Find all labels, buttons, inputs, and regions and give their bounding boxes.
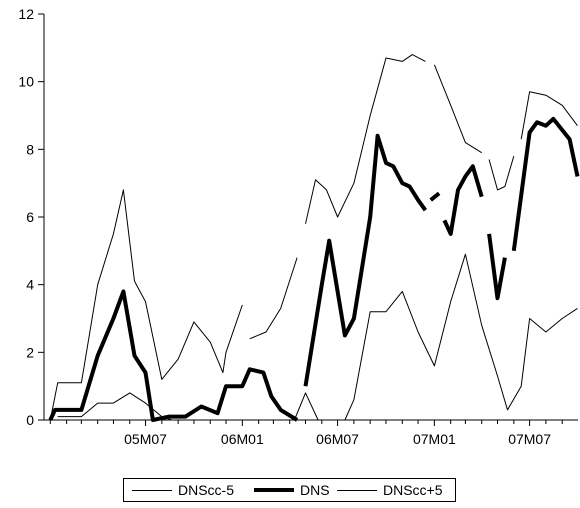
legend-item-dnscc-minus-5: DNScc-5 [132,479,234,501]
x-tick-label: 07M07 [508,431,551,447]
legend-item-dns: DNS [254,479,330,501]
y-tick-label: 6 [26,209,34,225]
legend-label: DNScc-5 [178,482,235,498]
y-tick-label: 4 [26,277,34,293]
x-tick-label: 06M01 [221,431,264,447]
legend-label: DNS [300,482,330,498]
y-tick-label: 8 [26,141,34,157]
y-tick-label: 10 [18,74,34,90]
legend-swatch-thin-line [132,489,172,491]
series-line-dnsccplus5 [49,54,578,421]
series-line-dnsccminus5 [57,253,578,421]
legend-item-dnscc-plus-5: DNScc+5 [337,479,443,501]
y-tick-label: 0 [26,412,34,428]
plot-area: 0 2 4 6 8 10 12 05M07 06M01 06M07 07M01 07M07 [18,6,580,447]
x-tick-label: 05M07 [124,431,167,447]
x-tick-label: 06M07 [316,431,359,447]
y-tick-label: 2 [26,344,34,360]
y-tick-label: 12 [18,6,34,22]
legend-swatch-thin-line [337,489,377,491]
legend-label: DNScc+5 [383,482,443,498]
x-tick-label: 07M01 [413,431,456,447]
legend: DNScc-5 DNS DNScc+5 [123,478,456,502]
line-chart: 0 2 4 6 8 10 12 05M07 06M01 06M07 07M01 07M07 [18,6,580,447]
series-line-dns [48,116,580,422]
legend-swatch-thick-line [254,488,294,492]
